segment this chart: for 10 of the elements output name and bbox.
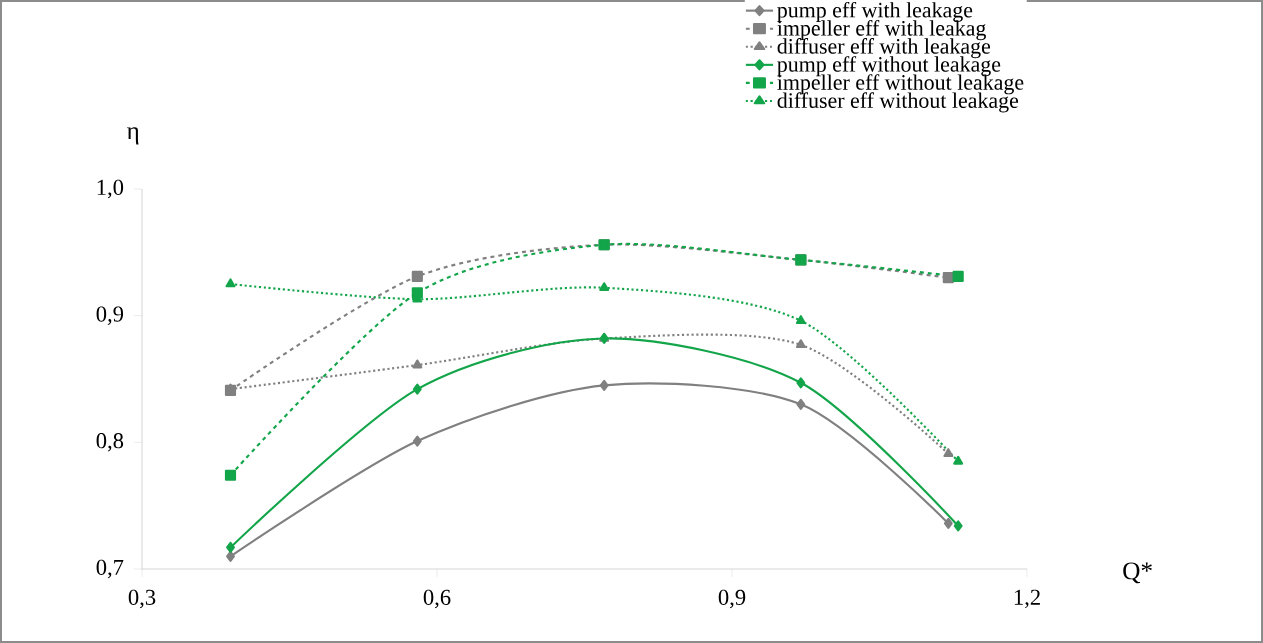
y-tick-label: 0,7: [96, 559, 124, 579]
x-tick-label: 0,9: [718, 589, 746, 609]
y-tick-label: 1,0: [97, 179, 124, 199]
y-tick-label: 0,8: [96, 433, 124, 452]
y-axis-title: η: [126, 127, 139, 145]
x-tick-label: 1,2: [1014, 589, 1040, 609]
x-axis-title: Q*: [1123, 562, 1152, 584]
x-tick-label: 0,3: [128, 589, 156, 609]
y-tick-label: 0,9: [96, 306, 124, 325]
x-tick-label: 0,6: [423, 589, 451, 609]
